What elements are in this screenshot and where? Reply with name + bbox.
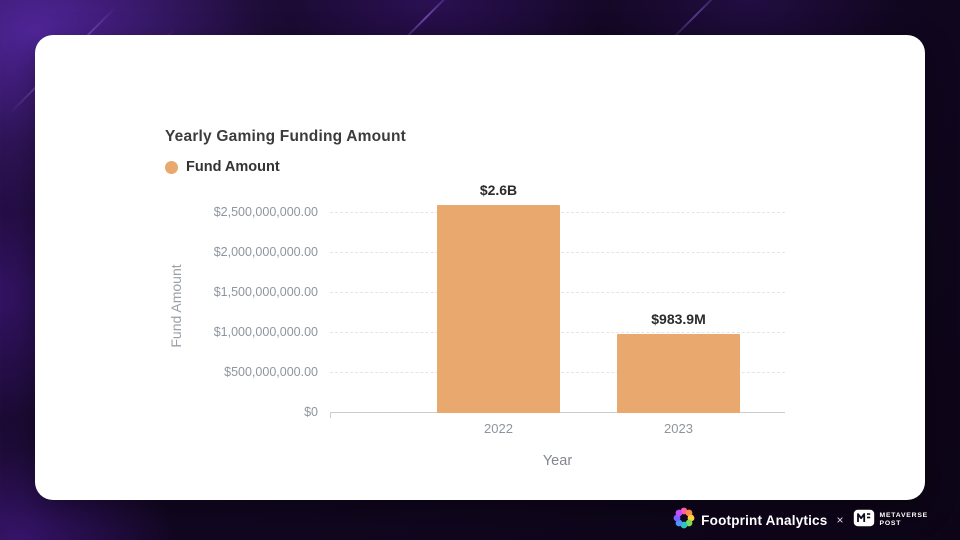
legend-item-fund-amount[interactable]: Fund Amount xyxy=(165,159,280,175)
y-tick-label: $2,500,000,000.00 xyxy=(213,205,318,219)
y-tick-label: $2,000,000,000.00 xyxy=(213,245,318,259)
metaverse-post-logo[interactable]: METAVERSE POST xyxy=(853,509,929,532)
metaverse-text: METAVERSE xyxy=(879,512,928,519)
bar-value-label-2023: $983.9M xyxy=(651,311,706,328)
x-axis-title: Year xyxy=(542,453,573,469)
metaverse-post-icon xyxy=(853,509,875,532)
chart-title: Yearly Gaming Funding Amount xyxy=(165,128,406,145)
axis-tick xyxy=(330,413,331,418)
x-tick-label-2023: 2023 xyxy=(664,421,693,436)
y-tick-label: $0 xyxy=(304,405,318,419)
bar-value-label-2022: $2.6B xyxy=(479,182,518,198)
post-text: POST xyxy=(879,520,902,527)
bar-group-2022: $2.6B xyxy=(437,175,560,413)
separator-x: × xyxy=(836,513,844,527)
bar-2023[interactable] xyxy=(617,334,740,413)
footprint-flower-icon xyxy=(673,507,695,534)
chart-card: Yearly Gaming Funding Amount Fund Amount… xyxy=(35,35,925,500)
x-tick-label-2022: 2022 xyxy=(484,421,513,436)
footprint-analytics-logo[interactable]: Footprint Analytics xyxy=(673,507,827,534)
plot-area: $2.6B $983.9M 2022 2023 xyxy=(330,175,785,436)
legend-dot-icon xyxy=(165,160,178,174)
y-tick-label: $1,500,000,000.00 xyxy=(213,285,318,299)
footprint-brand-name: Footprint Analytics xyxy=(701,512,828,528)
footer-branding: Footprint Analytics × METAVERSE POST xyxy=(673,507,928,533)
metaverse-post-wordmark: METAVERSE POST xyxy=(880,512,929,528)
bar-group-2023: $983.9M xyxy=(617,175,740,413)
y-tick-label: $1,000,000,000.00 xyxy=(213,325,318,339)
y-tick-label: $500,000,000.00 xyxy=(224,365,318,379)
bar-2022[interactable] xyxy=(437,205,560,413)
legend-label: Fund Amount xyxy=(186,159,280,175)
